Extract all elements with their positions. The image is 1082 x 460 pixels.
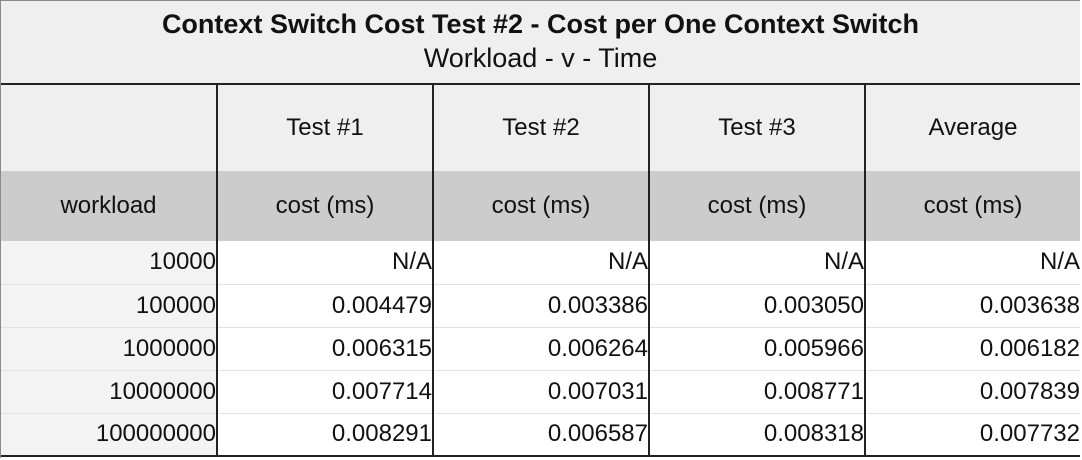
average-cell[interactable]: 0.006182 <box>864 327 1080 371</box>
average-cell[interactable]: 0.003638 <box>864 284 1080 328</box>
test-3-cell[interactable]: N/A <box>648 241 865 285</box>
test-2-cell[interactable]: 0.007031 <box>432 370 649 414</box>
test-1-cell[interactable]: 0.008291 <box>216 413 433 457</box>
workload-cell[interactable]: 1000000 <box>1 327 217 371</box>
unit-header-row: workload cost (ms) cost (ms) cost (ms) c… <box>1 171 1080 241</box>
test-2-cell[interactable]: 0.003386 <box>432 284 649 328</box>
results-table: Test #1 Test #2 Test #3 Average workload… <box>1 85 1080 457</box>
title-block: Context Switch Cost Test #2 - Cost per O… <box>1 1 1080 85</box>
test-1-cell[interactable]: 0.007714 <box>216 370 433 414</box>
test-header-row: Test #1 Test #2 Test #3 Average <box>1 85 1080 172</box>
average-cell[interactable]: N/A <box>864 241 1080 285</box>
workload-cell[interactable]: 10000 <box>1 241 217 285</box>
header-cell-test-2[interactable]: Test #2 <box>432 85 649 172</box>
workload-cell[interactable]: 100000 <box>1 284 217 328</box>
header-cell-blank[interactable] <box>1 85 217 172</box>
table-row: 10000000 0.007714 0.007031 0.008771 0.00… <box>1 370 1080 414</box>
unit-cell-workload[interactable]: workload <box>1 171 217 241</box>
test-2-cell[interactable]: 0.006587 <box>432 413 649 457</box>
test-1-cell[interactable]: 0.006315 <box>216 327 433 371</box>
test-3-cell[interactable]: 0.008771 <box>648 370 865 414</box>
unit-cell-average[interactable]: cost (ms) <box>864 171 1080 241</box>
table-row: 100000000 0.008291 0.006587 0.008318 0.0… <box>1 413 1080 457</box>
unit-cell-test-3[interactable]: cost (ms) <box>648 171 865 241</box>
header-cell-test-3[interactable]: Test #3 <box>648 85 865 172</box>
average-cell[interactable]: 0.007839 <box>864 370 1080 414</box>
table-subtitle: Workload - v - Time <box>423 43 658 73</box>
test-3-cell[interactable]: 0.005966 <box>648 327 865 371</box>
header-cell-average[interactable]: Average <box>864 85 1080 172</box>
test-1-cell[interactable]: 0.004479 <box>216 284 433 328</box>
average-cell[interactable]: 0.007732 <box>864 413 1080 457</box>
workload-cell[interactable]: 10000000 <box>1 370 217 414</box>
table-row: 100000 0.004479 0.003386 0.003050 0.0036… <box>1 284 1080 328</box>
test-1-cell[interactable]: N/A <box>216 241 433 285</box>
table-row: 10000 N/A N/A N/A N/A <box>1 241 1080 285</box>
unit-cell-test-1[interactable]: cost (ms) <box>216 171 433 241</box>
header-cell-test-1[interactable]: Test #1 <box>216 85 433 172</box>
unit-cell-test-2[interactable]: cost (ms) <box>432 171 649 241</box>
test-3-cell[interactable]: 0.003050 <box>648 284 865 328</box>
workload-cell[interactable]: 100000000 <box>1 413 217 457</box>
test-2-cell[interactable]: N/A <box>432 241 649 285</box>
test-3-cell[interactable]: 0.008318 <box>648 413 865 457</box>
table-title: Context Switch Cost Test #2 - Cost per O… <box>161 9 920 39</box>
test-2-cell[interactable]: 0.006264 <box>432 327 649 371</box>
table-row: 1000000 0.006315 0.006264 0.005966 0.006… <box>1 327 1080 371</box>
